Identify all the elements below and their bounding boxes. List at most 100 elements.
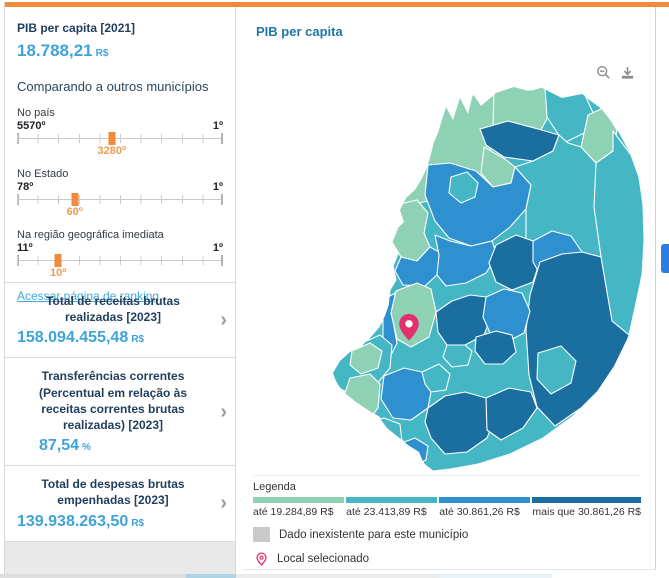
legend-class: mais que 30.861,26 R$ xyxy=(532,497,641,518)
municipality-shape[interactable] xyxy=(536,345,577,395)
selected-location-pin xyxy=(399,314,419,341)
municipality-shape[interactable] xyxy=(391,199,431,262)
card-value-row: 139.938.263,50 R$ xyxy=(17,513,209,531)
legend-class-swatch xyxy=(346,497,438,503)
indicator-card-receitas[interactable]: Total de receitas brutas realizadas [202… xyxy=(5,282,235,357)
legend-no-data: Dado inexistente para este município xyxy=(253,527,641,542)
ranking-slider-handle[interactable] xyxy=(71,193,79,206)
ranking-position-label: 3280º xyxy=(97,145,127,157)
chevron-right-icon[interactable]: › xyxy=(220,309,227,332)
comparing-title: Comparando a outros municípios xyxy=(17,79,209,94)
hscrollbar-track xyxy=(437,574,552,578)
side-panel-tab[interactable] xyxy=(661,244,669,273)
legend-class-label: até 23.413,89 R$ xyxy=(346,506,427,518)
municipality-shape[interactable] xyxy=(488,234,541,291)
card-title: Total de receitas brutas realizadas [202… xyxy=(46,294,180,325)
legend-class-label: até 19.284,89 R$ xyxy=(253,506,334,518)
indicator-card-despesas[interactable]: Total de despesas brutas empenhadas [202… xyxy=(5,465,235,540)
zoom-out-icon[interactable] xyxy=(596,65,611,80)
legend-selected-location: Local selecionado xyxy=(253,551,641,567)
ranking-position-label: 10º xyxy=(50,267,67,279)
municipality-shape[interactable] xyxy=(344,425,371,451)
ranking-best: 1º xyxy=(212,181,223,193)
map-toolbar xyxy=(596,65,635,80)
hscrollbar-thumb[interactable] xyxy=(186,574,236,578)
ranking-label: No país xyxy=(17,107,55,119)
card-value: 87,54 xyxy=(39,437,80,455)
ranking-state: No Estado 78º 1º 60º xyxy=(17,168,223,218)
municipality-shape[interactable] xyxy=(342,373,381,423)
ranking-worst: 11º xyxy=(17,242,33,254)
municipality-shape[interactable] xyxy=(434,234,498,287)
legend-class: até 19.284,89 R$ xyxy=(253,497,345,518)
card-unit: R$ xyxy=(131,334,145,346)
ranking-page-link[interactable]: Acessar página de ranking xyxy=(17,289,160,303)
indicator-label: PIB per capita [2021] xyxy=(17,21,136,35)
page-border xyxy=(4,2,5,578)
municipality-shape[interactable] xyxy=(482,288,531,344)
card-value: 158.094.455,48 xyxy=(17,329,129,347)
download-icon[interactable] xyxy=(620,65,635,80)
hscrollbar-track xyxy=(0,574,186,578)
legend-class: até 23.413,89 R$ xyxy=(346,497,438,518)
indicator-value-row: 18.788,21 R$ xyxy=(17,41,223,61)
municipality-shape[interactable] xyxy=(424,391,497,455)
legend-class-label: mais que 30.861,26 R$ xyxy=(532,506,641,518)
selected-location-label: Local selecionado xyxy=(277,553,370,565)
no-data-label: Dado inexistente para este município xyxy=(279,528,469,541)
ranking-slider-track: 60º xyxy=(17,193,223,218)
ranking-country: No país 5570º 1º 3280º xyxy=(17,107,223,157)
indicator-card-transferencias[interactable]: Transferências correntes (Percentual em … xyxy=(5,357,235,465)
ranking-label: No Estado xyxy=(17,168,69,180)
indicator-summary: PIB per capita [2021] 18.788,21 R$ Compar… xyxy=(5,7,235,303)
chevron-right-icon[interactable]: › xyxy=(220,492,227,515)
municipality-shape[interactable] xyxy=(365,417,403,451)
chevron-right-icon[interactable]: › xyxy=(220,400,227,423)
hscrollbar-track xyxy=(236,574,437,578)
indicator-sidebar: PIB per capita [2021] 18.788,21 R$ Compar… xyxy=(5,7,236,578)
legend-class-label: até 30.861,26 R$ xyxy=(439,506,520,518)
municipality-shapes[interactable] xyxy=(331,86,644,471)
ranking-worst: 5570º xyxy=(17,120,46,132)
ranking-scale: 11º 1º xyxy=(17,242,223,254)
card-unit: % xyxy=(82,442,91,454)
indicator-unit: R$ xyxy=(95,48,109,59)
top-accent-bar xyxy=(4,2,669,7)
map-panel: PIB per capita xyxy=(245,7,656,570)
ranking-slider-track: 3280º xyxy=(17,132,223,157)
legend-title: Legenda xyxy=(253,481,296,493)
municipality-shape[interactable] xyxy=(349,342,383,375)
ranking-region: Na região geográfica imediata 11º 1º 10º xyxy=(17,229,223,279)
slider-ticks xyxy=(17,195,223,204)
municipality-shape[interactable] xyxy=(448,171,479,204)
legend-class-swatch xyxy=(439,497,531,503)
legend-class-bars: até 19.284,89 R$ até 23.413,89 R$ até 30… xyxy=(253,497,641,518)
municipality-shape[interactable] xyxy=(485,387,538,441)
municipality-shape[interactable] xyxy=(474,330,517,365)
choropleth-map xyxy=(300,85,655,480)
municipality-shape[interactable] xyxy=(442,344,473,368)
ranking-best: 1º xyxy=(212,120,223,132)
ranking-slider-handle[interactable] xyxy=(54,254,62,267)
slider-ticks xyxy=(17,256,223,265)
municipality-shape[interactable] xyxy=(390,282,437,348)
legend-class-swatch xyxy=(253,497,345,503)
map-panel-title: PIB per capita xyxy=(256,24,343,39)
legend-class-swatch xyxy=(532,497,641,503)
ranking-slider-handle[interactable] xyxy=(108,132,116,145)
card-unit: R$ xyxy=(131,517,145,529)
card-title: Total de despesas brutas empenhadas [202… xyxy=(41,477,185,508)
ranking-label: Na região geográfica imediata xyxy=(17,229,164,241)
legend-class: até 30.861,26 R$ xyxy=(439,497,531,518)
no-data-swatch xyxy=(253,527,270,542)
ranking-best: 1º xyxy=(212,242,223,254)
indicator-value: 18.788,21 xyxy=(17,41,93,60)
ranking-position-label: 60º xyxy=(66,206,83,218)
card-title: Transferências correntes (Percentual em … xyxy=(38,369,188,432)
card-value-row: 158.094.455,48 R$ xyxy=(17,329,209,347)
ranking-worst: 78º xyxy=(17,181,34,193)
sidebar-filler xyxy=(5,540,235,578)
municipality-shape[interactable] xyxy=(421,363,451,393)
card-value-row: 87,54% xyxy=(17,437,209,455)
ranking-slider-track: 10º xyxy=(17,254,223,279)
